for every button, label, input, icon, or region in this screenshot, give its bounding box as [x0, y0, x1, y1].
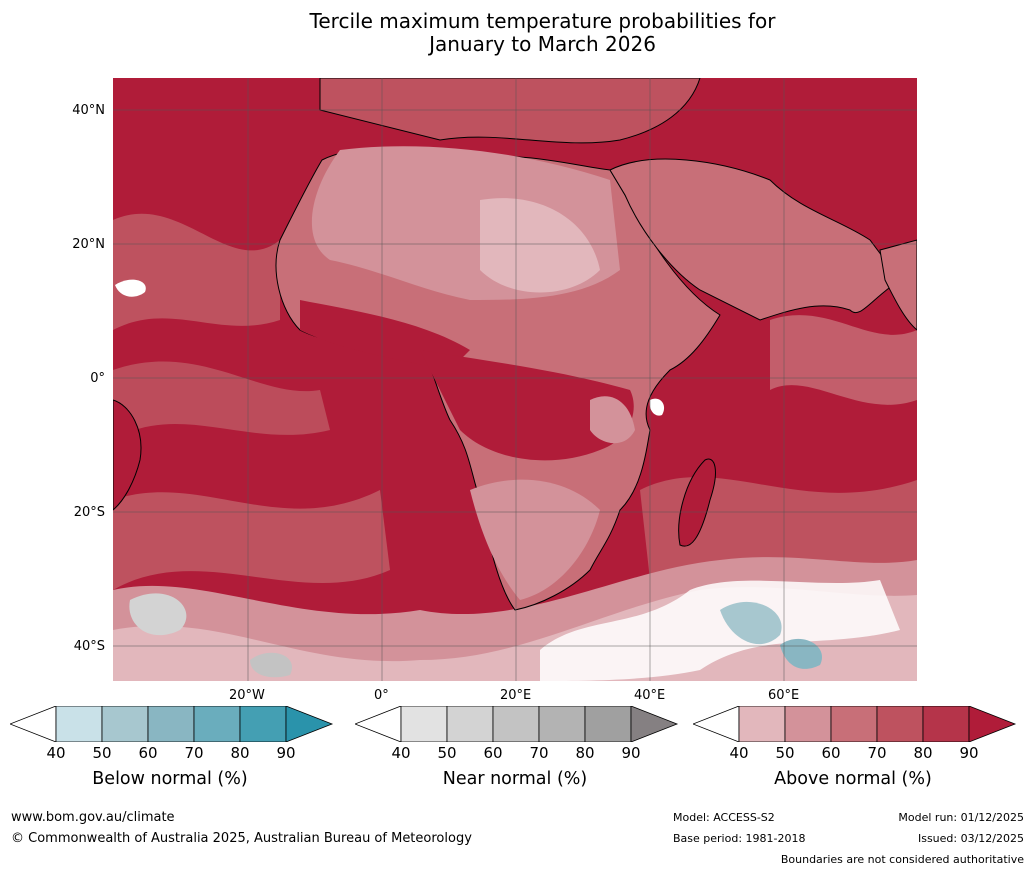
model-run-date: Model run: 01/12/2025 [898, 811, 1024, 824]
tick-above-50: 50 [775, 744, 795, 762]
title-line-1: Tercile maximum temperature probabilitie… [309, 9, 776, 33]
tick-near-80: 80 [575, 744, 595, 762]
above-normal-title: Above normal (%) [774, 769, 932, 789]
ocean-band-south-atlantic [113, 490, 390, 590]
cbar-above-60-70 [830, 706, 878, 742]
lon-label-60e: 60°E [768, 688, 800, 703]
tick-near-70: 70 [529, 744, 549, 762]
ocean-band-tropical-atlantic [113, 361, 330, 440]
sahara-lighter-area [480, 198, 600, 293]
lat-label-40s: 40°S [73, 639, 105, 654]
cbar-near-extend-low [355, 706, 402, 742]
lat-label-20n: 20°N [72, 237, 105, 252]
central-africa-dark [420, 350, 634, 461]
title-line-2: January to March 2026 [429, 32, 656, 56]
tick-below-80: 80 [230, 744, 250, 762]
tick-near-50: 50 [437, 744, 457, 762]
southern-africa-light [470, 479, 600, 600]
tick-above-70: 70 [867, 744, 887, 762]
below-normal-title: Below normal (%) [92, 769, 248, 789]
cbar-below-60-70 [147, 706, 195, 742]
website-link[interactable]: www.bom.gov.au/climate [11, 810, 175, 825]
white-patch-somalia [649, 398, 665, 416]
southern-ocean-white-patches [540, 580, 900, 681]
cbar-below-extend-high [285, 706, 334, 742]
europe-landmass [319, 78, 701, 144]
cbar-near-50-60 [446, 706, 494, 742]
tick-above-90: 90 [959, 744, 979, 762]
cbar-near-40-50 [400, 706, 448, 742]
india-landmass [879, 239, 917, 331]
model-name: Model: ACCESS-S2 [673, 811, 775, 824]
cbar-near-extend-high [630, 706, 679, 742]
tick-below-90: 90 [276, 744, 296, 762]
cbar-above-80-90 [922, 706, 970, 742]
near-normal-patch [129, 593, 187, 636]
base-period: Base period: 1981-2018 [673, 832, 806, 845]
lat-label-0: 0° [90, 371, 105, 386]
cbar-near-70-80 [538, 706, 586, 742]
near-normal-patch-2 [250, 652, 292, 678]
lon-label-20e: 20°E [500, 688, 532, 703]
lon-label-20w: 20°W [229, 688, 265, 703]
cbar-above-70-80 [876, 706, 924, 742]
ocean-band-arabian [770, 315, 917, 405]
lon-label-40e: 40°E [634, 688, 666, 703]
lat-label-20s: 20°S [73, 505, 105, 520]
tick-below-50: 50 [92, 744, 112, 762]
below-normal-colorbar [10, 706, 334, 742]
cbar-below-80-90 [239, 706, 287, 742]
map-title: Tercile maximum temperature probabilitie… [0, 10, 1035, 56]
cbar-above-extend-low [693, 706, 740, 742]
cbar-above-50-60 [784, 706, 832, 742]
tick-above-40: 40 [729, 744, 749, 762]
cbar-near-80-90 [584, 706, 632, 742]
east-africa-light [590, 396, 635, 444]
below-normal-patch [720, 601, 782, 645]
cbar-above-extend-high [968, 706, 1017, 742]
tick-above-80: 80 [913, 744, 933, 762]
near-normal-colorbar [355, 706, 679, 742]
copyright-text: © Commonwealth of Australia 2025, Austra… [11, 831, 472, 846]
tick-near-90: 90 [621, 744, 641, 762]
tick-below-60: 60 [138, 744, 158, 762]
tick-above-60: 60 [821, 744, 841, 762]
probability-map [113, 78, 917, 681]
cbar-below-40-50 [55, 706, 103, 742]
cbar-below-70-80 [193, 706, 241, 742]
near-normal-title: Near normal (%) [442, 769, 588, 789]
above-normal-colorbar [693, 706, 1017, 742]
tick-below-40: 40 [46, 744, 66, 762]
cbar-below-50-60 [101, 706, 149, 742]
cbar-below-extend-low [10, 706, 57, 742]
issued-date: Issued: 03/12/2025 [917, 832, 1024, 845]
lat-label-40n: 40°N [72, 103, 105, 118]
below-normal-patch-2 [780, 638, 822, 669]
cbar-near-60-70 [492, 706, 540, 742]
ocean-band-north-atlantic [113, 213, 280, 330]
boundaries-disclaimer: Boundaries are not considered authoritat… [780, 853, 1024, 866]
tick-below-70: 70 [184, 744, 204, 762]
tick-near-40: 40 [391, 744, 411, 762]
graticule [113, 78, 917, 681]
madagascar [678, 458, 716, 547]
south-america-edge [113, 399, 142, 511]
lon-label-0: 0° [374, 688, 389, 703]
tick-near-60: 60 [483, 744, 503, 762]
cbar-above-40-50 [738, 706, 786, 742]
middle-east-landmass [609, 158, 901, 321]
white-patch-atlantic [115, 279, 146, 297]
